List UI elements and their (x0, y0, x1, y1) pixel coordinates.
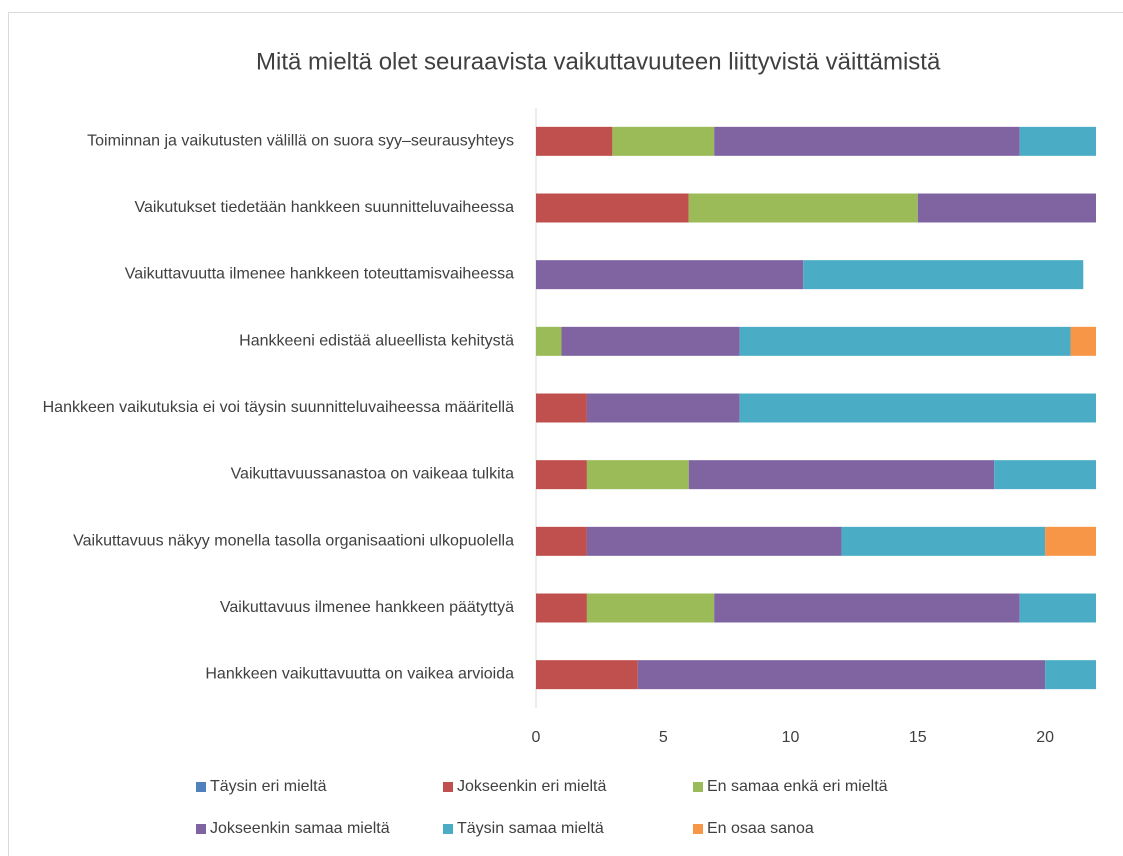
y-tick-label: Vaikuttavuussanastoa on vaikeaa tulkita (231, 466, 515, 483)
bar-segment (586, 526, 842, 556)
x-tick-label: 15 (909, 729, 927, 746)
y-tick-label: Vaikuttavuus ilmenee hankkeen päätyttyä (220, 599, 514, 616)
bar-segment (917, 193, 1096, 223)
bar-segment (714, 126, 1020, 156)
bar-segment (536, 326, 562, 356)
chart-frame (8, 12, 1123, 856)
legend-label: En osaa sanoa (707, 820, 814, 837)
bar-segment (1045, 526, 1096, 556)
bar-segment (586, 460, 689, 490)
y-tick-label: Hankkeeni edistää alueellista kehitystä (239, 333, 514, 350)
bar-segment (637, 660, 1046, 690)
bar-segment (1070, 326, 1096, 356)
bar-segment (688, 193, 918, 223)
bar-segment (841, 526, 1046, 556)
bar-segment (536, 593, 587, 623)
bar-segment (1045, 660, 1096, 690)
bar-segment (714, 593, 1020, 623)
bar-segment (1019, 126, 1096, 156)
bar-segment (739, 326, 1071, 356)
bar-segment (739, 393, 1096, 423)
bar-segment (803, 260, 1084, 290)
legend-swatch (443, 824, 453, 834)
bar-segment (688, 460, 995, 490)
bar-segment (536, 260, 804, 290)
x-tick-label: 0 (532, 729, 541, 746)
bar-segment (536, 193, 689, 223)
y-tick-label: Vaikuttavuus näkyy monella tasolla organ… (73, 533, 514, 550)
legend-swatch (196, 824, 206, 834)
bar-segment (536, 660, 638, 690)
y-tick-label: Toiminnan ja vaikutusten välillä on suor… (87, 133, 514, 150)
bar-segment (561, 326, 740, 356)
bar-segment (536, 526, 587, 556)
legend-swatch (693, 782, 703, 792)
bar-segment (612, 126, 715, 156)
y-tick-label: Hankkeen vaikuttavuutta on vaikea arvioi… (205, 666, 514, 683)
legend-label: Jokseenkin samaa mieltä (210, 820, 390, 837)
bar-segment (994, 460, 1096, 490)
legend-swatch (196, 782, 206, 792)
y-tick-label: Vaikutukset tiedetään hankkeen suunnitte… (134, 199, 514, 216)
y-tick-label: Vaikuttavuutta ilmenee hankkeen toteutta… (125, 266, 514, 283)
legend-swatch (693, 824, 703, 834)
legend-label: Täysin eri mieltä (210, 778, 327, 795)
x-tick-label: 10 (782, 729, 800, 746)
x-tick-label: 5 (659, 729, 668, 746)
bar-segment (1019, 593, 1096, 623)
bar-segment (536, 393, 587, 423)
legend-swatch (443, 782, 453, 792)
x-tick-label: 20 (1036, 729, 1054, 746)
bar-segment (586, 393, 740, 423)
bar-segment (586, 593, 715, 623)
legend-label: Jokseenkin eri mieltä (457, 778, 607, 795)
bar-segment (536, 460, 587, 490)
legend-label: Täysin samaa mieltä (457, 820, 604, 837)
legend-label: En samaa enkä eri mieltä (707, 778, 888, 795)
y-tick-label: Hankkeen vaikutuksia ei voi täysin suunn… (43, 399, 514, 416)
bar-segment (536, 126, 613, 156)
chart-title: Mitä mieltä olet seuraavista vaikuttavuu… (256, 48, 941, 75)
